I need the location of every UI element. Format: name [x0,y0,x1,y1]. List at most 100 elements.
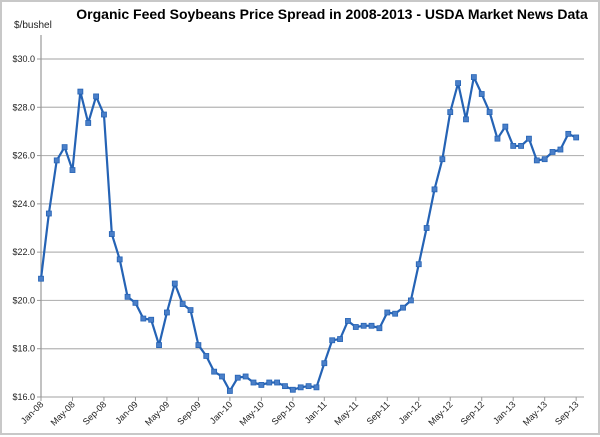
data-point [368,322,375,329]
data-point [313,384,320,391]
data-point [53,157,60,164]
y-tick-label: $18.0 [12,344,35,354]
data-point [478,91,485,97]
x-tick-label: Sep-12 [459,399,487,427]
data-point [376,325,383,332]
data-point [61,144,68,151]
data-point [431,186,438,193]
data-point [258,382,265,388]
data-point [101,111,107,118]
data-point [518,143,524,149]
data-point [321,360,328,367]
y-tick-label: $26.0 [12,151,35,161]
x-tick-label: May-11 [332,399,360,427]
data-point [352,324,359,330]
x-tick-label: Sep-10 [270,399,298,427]
data-point [455,80,462,87]
data-point [565,130,572,137]
x-tick-label: Sep-08 [81,399,109,427]
data-point [38,275,44,282]
x-tick-label: Jan-13 [491,399,518,426]
x-tick-label: Jan-09 [113,399,140,426]
data-point [329,337,336,344]
x-tick-label: Jan-08 [19,399,46,426]
x-tick-label: May-09 [143,399,171,427]
data-point [384,309,391,316]
data-point [297,384,304,391]
data-point [69,167,76,173]
data-point [447,109,454,116]
data-point [219,373,225,380]
data-point [45,210,52,217]
x-tick-label: Jan-11 [303,399,329,425]
data-point [211,368,218,375]
data-point [85,120,92,126]
data-point [93,93,99,100]
x-tick-label: May-13 [521,399,549,427]
data-point [494,135,501,142]
y-tick-label: $28.0 [12,102,35,112]
y-tick-label: $22.0 [12,247,35,257]
data-point [423,225,430,231]
y-tick-label: $24.0 [12,199,35,209]
data-point [502,123,509,130]
data-point [250,379,257,386]
chart-title: Organic Feed Soybeans Price Spread in 20… [76,6,588,22]
data-point [415,261,422,268]
data-point [116,256,123,263]
x-tick-label: Jan-12 [397,399,424,426]
data-point [510,143,517,149]
series-line [39,76,577,393]
data-point [77,88,84,95]
y-axis-label: $/bushel [14,20,52,31]
x-tick-label: Sep-13 [553,399,581,427]
data-point [533,157,540,164]
data-point [400,304,406,311]
data-point [526,135,532,142]
x-tick-label: Jan-10 [208,399,235,426]
data-point [187,307,194,313]
data-point [171,280,178,287]
data-point [557,146,564,153]
data-point [337,336,343,342]
data-point [266,379,273,386]
data-point [573,134,580,141]
data-point [541,156,548,163]
data-point [132,299,139,306]
data-point [360,322,367,329]
x-tick-label: Sep-09 [175,399,203,427]
y-tick-label: $30.0 [12,54,35,64]
x-tick-label: Sep-11 [365,399,392,426]
data-point [282,383,288,390]
data-point [463,116,469,123]
data-point [305,383,312,390]
data-point [486,109,493,116]
data-point [148,316,155,323]
data-point [289,386,296,393]
data-point [226,388,233,394]
data-point [140,315,147,322]
y-tick-label: $16.0 [12,392,35,402]
data-point [407,297,414,304]
y-tick-label: $20.0 [12,295,35,305]
data-point [274,379,281,386]
data-point [108,231,115,237]
data-point [179,301,186,307]
x-tick-label: May-08 [49,399,77,427]
data-point [392,310,399,317]
data-point [549,149,556,155]
data-point [195,342,202,348]
data-point [164,309,170,316]
data-point [242,373,249,380]
data-point [439,156,446,163]
x-tick-label: May-12 [426,399,454,427]
x-tick-label: May-10 [237,399,265,427]
data-point [124,293,131,300]
data-point [156,342,162,348]
data-point [345,318,351,324]
data-point [470,74,477,81]
data-point [203,353,210,359]
data-point [234,374,241,381]
